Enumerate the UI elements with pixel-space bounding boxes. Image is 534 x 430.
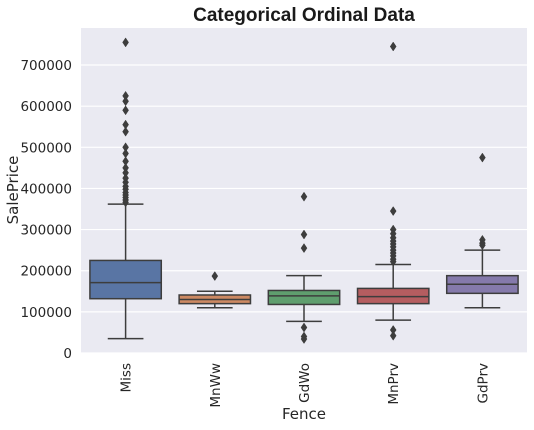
x-tick-label: MnWw bbox=[208, 363, 224, 408]
y-tick-label: 700000 bbox=[20, 58, 72, 74]
x-tick-label: GdWo bbox=[297, 363, 313, 403]
chart-title: Categorical Ordinal Data bbox=[193, 5, 415, 26]
y-tick-label: 0 bbox=[63, 346, 72, 362]
y-tick-label: 100000 bbox=[20, 305, 72, 321]
y-tick-label: 500000 bbox=[20, 140, 72, 156]
y-tick-label: 300000 bbox=[20, 223, 72, 239]
y-tick-label: 400000 bbox=[20, 181, 72, 197]
x-tick-label: GdPrv bbox=[475, 363, 491, 403]
y-axis-label: SalePrice bbox=[4, 156, 22, 225]
iqr-box bbox=[268, 290, 339, 304]
y-tick-label: 200000 bbox=[20, 264, 72, 280]
x-tick-label: Miss bbox=[119, 363, 135, 392]
y-tick-label: 600000 bbox=[20, 99, 72, 115]
x-tick-label: MnPrv bbox=[386, 363, 402, 405]
x-axis-label: Fence bbox=[282, 405, 326, 423]
iqr-box bbox=[90, 260, 161, 298]
